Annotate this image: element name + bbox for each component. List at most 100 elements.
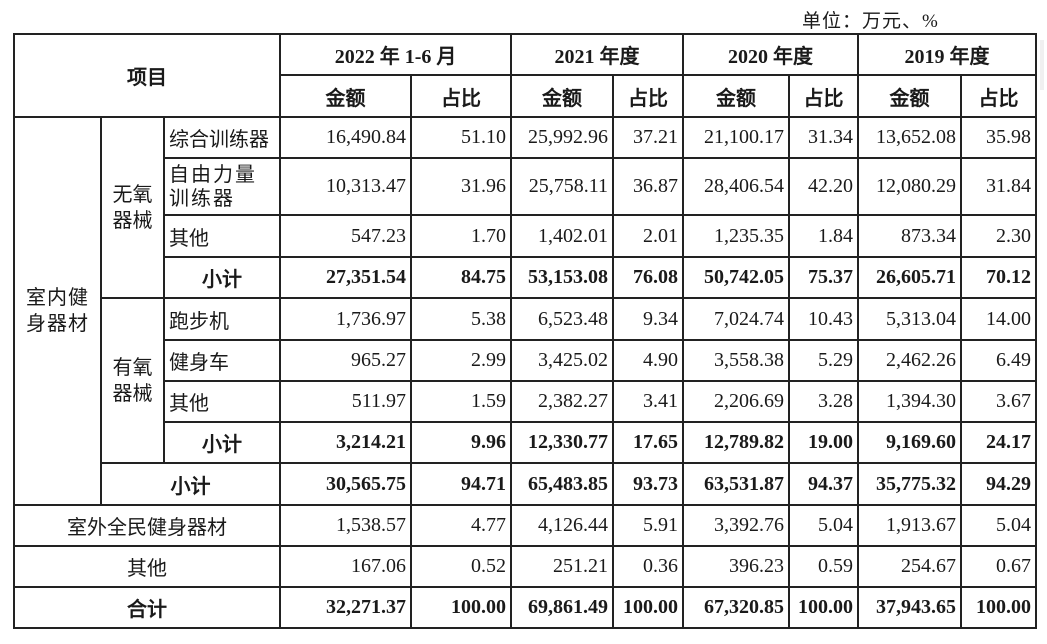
cell-value: 76.08: [612, 256, 685, 299]
cell-value: 50,742.05: [682, 256, 791, 299]
cell-value: 16,490.84: [279, 116, 413, 159]
subtotal-row: 小计 30,565.75 94.71 65,483.85 93.73 63,53…: [14, 462, 1038, 506]
row-label: 健身车: [162, 339, 282, 382]
group-indoor: 室内健身器材: [13, 116, 102, 506]
cell-value: 37,943.65: [857, 586, 963, 629]
group-anaerobic: 无氧器械: [100, 116, 165, 299]
row-label: 小计: [99, 462, 282, 506]
table-row: 有氧器械 跑步机 1,736.97 5.38 6,523.48 9.34 7,0…: [14, 297, 1038, 464]
cell-value: 9,169.60: [857, 421, 963, 464]
cell-value: 7,024.74: [682, 297, 791, 341]
cell-value: 5.04: [788, 504, 860, 547]
cell-value: 51.10: [410, 116, 513, 159]
cell-value: 511.97: [279, 380, 413, 423]
cell-value: 3,425.02: [510, 339, 615, 382]
cell-value: 25,992.96: [510, 116, 615, 159]
cell-value: 28,406.54: [682, 157, 791, 216]
cell-value: 1.59: [410, 380, 513, 423]
scrollbar-hint: [1040, 40, 1044, 90]
row-label: 合计: [12, 586, 282, 629]
cell-value: 94.37: [788, 462, 860, 506]
cell-value: 31.34: [788, 116, 860, 159]
cell-value: 21,100.17: [682, 116, 791, 159]
cell-value: 965.27: [279, 339, 413, 382]
header-item: 项目: [12, 33, 282, 118]
cell-value: 100.00: [788, 586, 860, 629]
cell-value: 251.21: [510, 545, 615, 588]
cell-value: 84.75: [410, 256, 513, 299]
cell-value: 13,652.08: [857, 116, 963, 159]
header-period-2020: 2020 年度: [682, 33, 860, 76]
group-aerobic: 有氧器械: [100, 297, 165, 464]
cell-value: 547.23: [279, 214, 413, 258]
cell-value: 27,351.54: [279, 256, 413, 299]
cell-value: 17.65: [612, 421, 685, 464]
row-label: 自由力量训练器: [162, 157, 282, 216]
row-label: 跑步机: [162, 297, 282, 341]
cell-value: 2,462.26: [857, 339, 963, 382]
cell-value: 53,153.08: [510, 256, 615, 299]
table-row: 自由力量训练器 10,313.47 31.96 25,758.11 36.87 …: [14, 157, 1038, 216]
row-label: 室外全民健身器材: [12, 504, 282, 547]
cell-value: 5.29: [788, 339, 860, 382]
unit-note: 单位：万元、%: [802, 11, 939, 32]
cell-value: 2.01: [612, 214, 685, 258]
table-row: 其他 547.23 1.70 1,402.01 2.01 1,235.35 1.…: [14, 214, 1038, 258]
cell-value: 30,565.75: [279, 462, 413, 506]
cell-value: 396.23: [682, 545, 791, 588]
cell-value: 5,313.04: [857, 297, 963, 341]
cell-value: 3,214.21: [279, 421, 413, 464]
cell-value: 1,235.35: [682, 214, 791, 258]
cell-value: 9.96: [410, 421, 513, 464]
header-period-2022h1: 2022 年 1-6 月: [279, 33, 513, 76]
cell-value: 24.17: [960, 421, 1038, 464]
revenue-breakdown-table: 项目 2022 年 1-6 月 2021 年度 2020 年度 2019 年度 …: [12, 33, 1038, 629]
cell-value: 167.06: [279, 545, 413, 588]
cell-value: 0.36: [612, 545, 685, 588]
cell-value: 2.30: [960, 214, 1038, 258]
cell-value: 3,392.76: [682, 504, 791, 547]
cell-value: 2.99: [410, 339, 513, 382]
cell-value: 69,861.49: [510, 586, 615, 629]
cell-value: 12,789.82: [682, 421, 791, 464]
cell-value: 10.43: [788, 297, 860, 341]
cell-value: 100.00: [612, 586, 685, 629]
cell-value: 0.59: [788, 545, 860, 588]
cell-value: 100.00: [960, 586, 1038, 629]
cell-value: 75.37: [788, 256, 860, 299]
cell-value: 32,271.37: [279, 586, 413, 629]
cell-value: 873.34: [857, 214, 963, 258]
cell-value: 93.73: [612, 462, 685, 506]
row-label: 综合训练器: [162, 116, 282, 159]
cell-value: 12,080.29: [857, 157, 963, 216]
cell-value: 4.90: [612, 339, 685, 382]
cell-value: 35.98: [960, 116, 1038, 159]
row-label: 其他: [12, 545, 282, 588]
cell-value: 6.49: [960, 339, 1038, 382]
cell-value: 100.00: [410, 586, 513, 629]
cell-value: 1.70: [410, 214, 513, 258]
row-label: 小计: [162, 421, 282, 464]
cell-value: 0.67: [960, 545, 1038, 588]
cell-value: 4,126.44: [510, 504, 615, 547]
cell-value: 36.87: [612, 157, 685, 216]
cell-value: 5.91: [612, 504, 685, 547]
cell-value: 1,538.57: [279, 504, 413, 547]
cell-value: 25,758.11: [510, 157, 615, 216]
cell-value: 37.21: [612, 116, 685, 159]
cell-value: 3.28: [788, 380, 860, 423]
header-amount: 金额: [279, 74, 413, 118]
cell-value: 1,402.01: [510, 214, 615, 258]
cell-value: 2,382.27: [510, 380, 615, 423]
cell-value: 70.12: [960, 256, 1038, 299]
cell-value: 63,531.87: [682, 462, 791, 506]
header-period-2021: 2021 年度: [510, 33, 685, 76]
table-row: 室外全民健身器材 1,538.57 4.77 4,126.44 5.91 3,3…: [12, 504, 1038, 547]
cell-value: 1,913.67: [857, 504, 963, 547]
cell-value: 9.34: [612, 297, 685, 341]
table-row: 室内健身器材 无氧器械 综合训练器 16,490.84 51.10 25,992…: [13, 116, 1038, 506]
cell-value: 0.52: [410, 545, 513, 588]
header-ratio: 占比: [960, 74, 1038, 118]
cell-value: 31.84: [960, 157, 1038, 216]
cell-value: 1.84: [788, 214, 860, 258]
